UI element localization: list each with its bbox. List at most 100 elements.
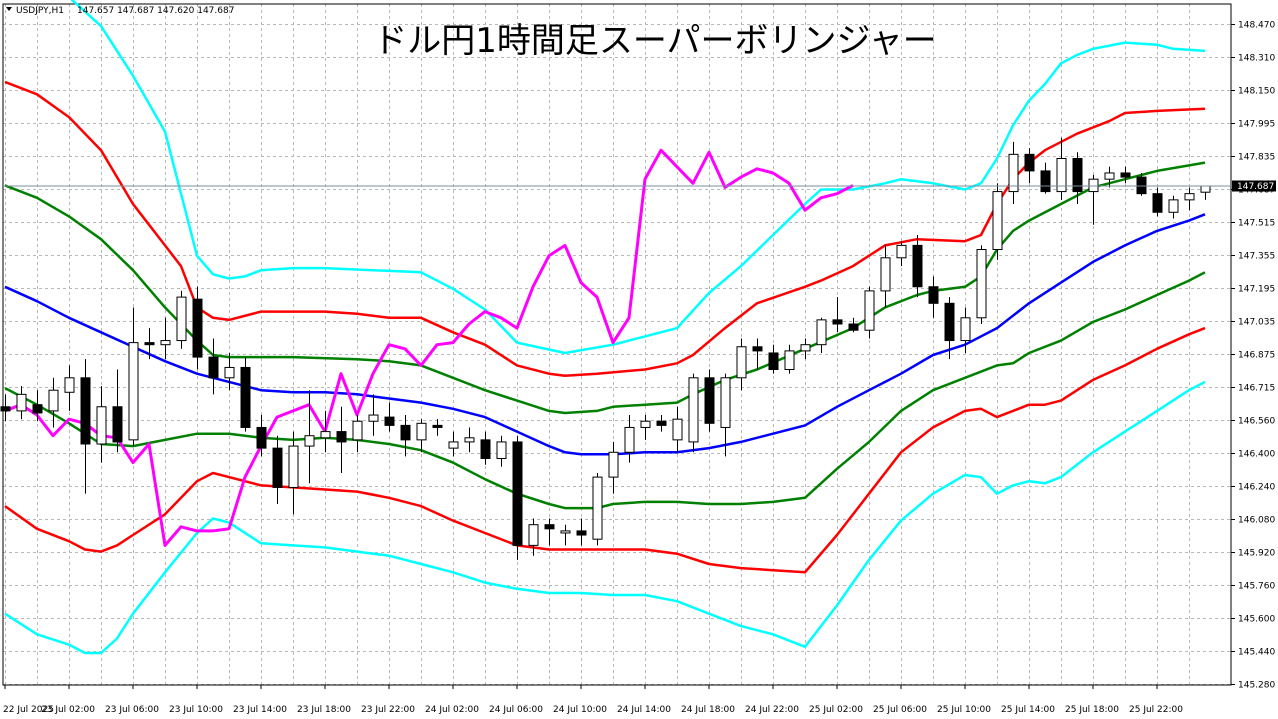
- candle-body: [800, 344, 811, 352]
- candle-body: [240, 366, 251, 428]
- candle-body: [1152, 193, 1163, 213]
- x-tick-label: 23 Jul 22:00: [361, 705, 415, 715]
- candle: [320, 410, 331, 453]
- candle: [896, 241, 907, 267]
- candle-body: [1104, 172, 1115, 180]
- candle: [304, 390, 315, 484]
- series-line: [4, 148, 854, 547]
- candle: [432, 419, 443, 436]
- candle-body: [512, 441, 523, 546]
- candle: [1104, 166, 1115, 188]
- y-tick-label: 147.035: [1238, 318, 1275, 328]
- candle: [256, 415, 267, 457]
- candle-body: [304, 435, 315, 447]
- y-tick-label: 147.355: [1238, 252, 1275, 262]
- candle-body: [736, 346, 747, 379]
- candle: [976, 245, 987, 324]
- y-tick-label: 147.195: [1238, 285, 1275, 295]
- candle: [1200, 185, 1211, 200]
- y-tick-label: 146.875: [1238, 351, 1275, 361]
- candle-body: [256, 426, 267, 449]
- series-line: [4, 161, 1206, 415]
- candle: [1136, 172, 1147, 196]
- y-tick-label: 147.995: [1238, 120, 1275, 130]
- candle-body: [176, 296, 187, 342]
- candle-body: [320, 431, 331, 439]
- candle: [688, 373, 699, 453]
- candle-body: [912, 244, 923, 288]
- y-tick-label: 145.760: [1238, 582, 1275, 592]
- candle: [208, 338, 219, 395]
- candle: [1120, 166, 1131, 184]
- candle: [1184, 187, 1195, 211]
- y-tick-label: 147.515: [1238, 219, 1275, 229]
- candle: [624, 415, 635, 463]
- candle-body: [208, 356, 219, 379]
- candle-body: [96, 406, 107, 445]
- candle-body: [416, 422, 427, 441]
- y-tick-label: 148.470: [1238, 21, 1275, 31]
- candle-body: [1008, 153, 1019, 193]
- plot-frame: [2, 3, 1232, 686]
- y-axis: 148.470 148.310 148.150 147.995 147.835 147.6…: [1231, 21, 1275, 691]
- candle: [736, 338, 747, 391]
- candle-body: [640, 420, 651, 428]
- candle-body: [528, 524, 539, 546]
- candle-body: [1056, 157, 1067, 193]
- candle: [32, 390, 43, 422]
- candle-body: [368, 414, 379, 422]
- y-tick-label: 146.240: [1238, 483, 1275, 493]
- candle: [496, 435, 507, 467]
- candle-body: [112, 406, 123, 443]
- symbol-label: USDJPY,H1: [16, 6, 64, 16]
- x-tick-label: 25 Jul 18:00: [1065, 705, 1119, 715]
- chart-header: USDJPY,H1 147.657 147.687 147.620 147.68…: [6, 6, 234, 16]
- dropdown-triangle-icon[interactable]: [6, 7, 12, 11]
- candle: [112, 369, 123, 453]
- candle-body: [720, 377, 731, 428]
- candle: [1024, 148, 1035, 184]
- candle: [128, 307, 139, 447]
- candle: [992, 183, 1003, 260]
- x-tick-label: 24 Jul 06:00: [489, 705, 543, 715]
- candle-body: [928, 286, 939, 304]
- x-tick-label: 24 Jul 02:00: [425, 705, 479, 715]
- candle-body: [1040, 170, 1051, 193]
- candle: [960, 307, 971, 353]
- candle-body: [592, 476, 603, 540]
- candle: [80, 359, 91, 494]
- candle: [528, 518, 539, 556]
- candle-body: [976, 249, 987, 319]
- y-tick-label: 148.310: [1238, 54, 1275, 64]
- x-tick-label: 22 Jul 2025: [3, 705, 54, 715]
- ohlc-label: 147.657 147.687 147.620 147.687: [77, 6, 234, 16]
- candle: [1008, 141, 1019, 204]
- y-tick-label: 147.835: [1238, 153, 1275, 163]
- series-line: [4, 271, 1206, 510]
- candle-body: [192, 298, 203, 358]
- x-tick-label: 23 Jul 06:00: [105, 705, 159, 715]
- candle: [704, 369, 715, 432]
- candle: [48, 377, 59, 428]
- candle: [544, 518, 555, 546]
- x-tick-label: 24 Jul 14:00: [617, 705, 671, 715]
- candle-body: [608, 451, 619, 478]
- candle-body: [768, 352, 779, 371]
- candle: [464, 427, 475, 453]
- y-tick-label: 146.400: [1238, 450, 1275, 460]
- y-tick-label: 145.600: [1238, 615, 1275, 625]
- candle: [816, 317, 827, 353]
- series-line: [4, 326, 1206, 574]
- candle-body: [288, 445, 299, 488]
- candle: [416, 419, 427, 453]
- y-tick-label: 146.715: [1238, 384, 1275, 394]
- candle: [336, 406, 347, 473]
- candle-body: [752, 346, 763, 352]
- series-line: [70, 0, 1206, 355]
- candle: [608, 441, 619, 494]
- candle: [192, 286, 203, 370]
- candle-body: [1168, 199, 1179, 213]
- candle-body: [576, 530, 587, 536]
- candles: [0, 137, 1211, 560]
